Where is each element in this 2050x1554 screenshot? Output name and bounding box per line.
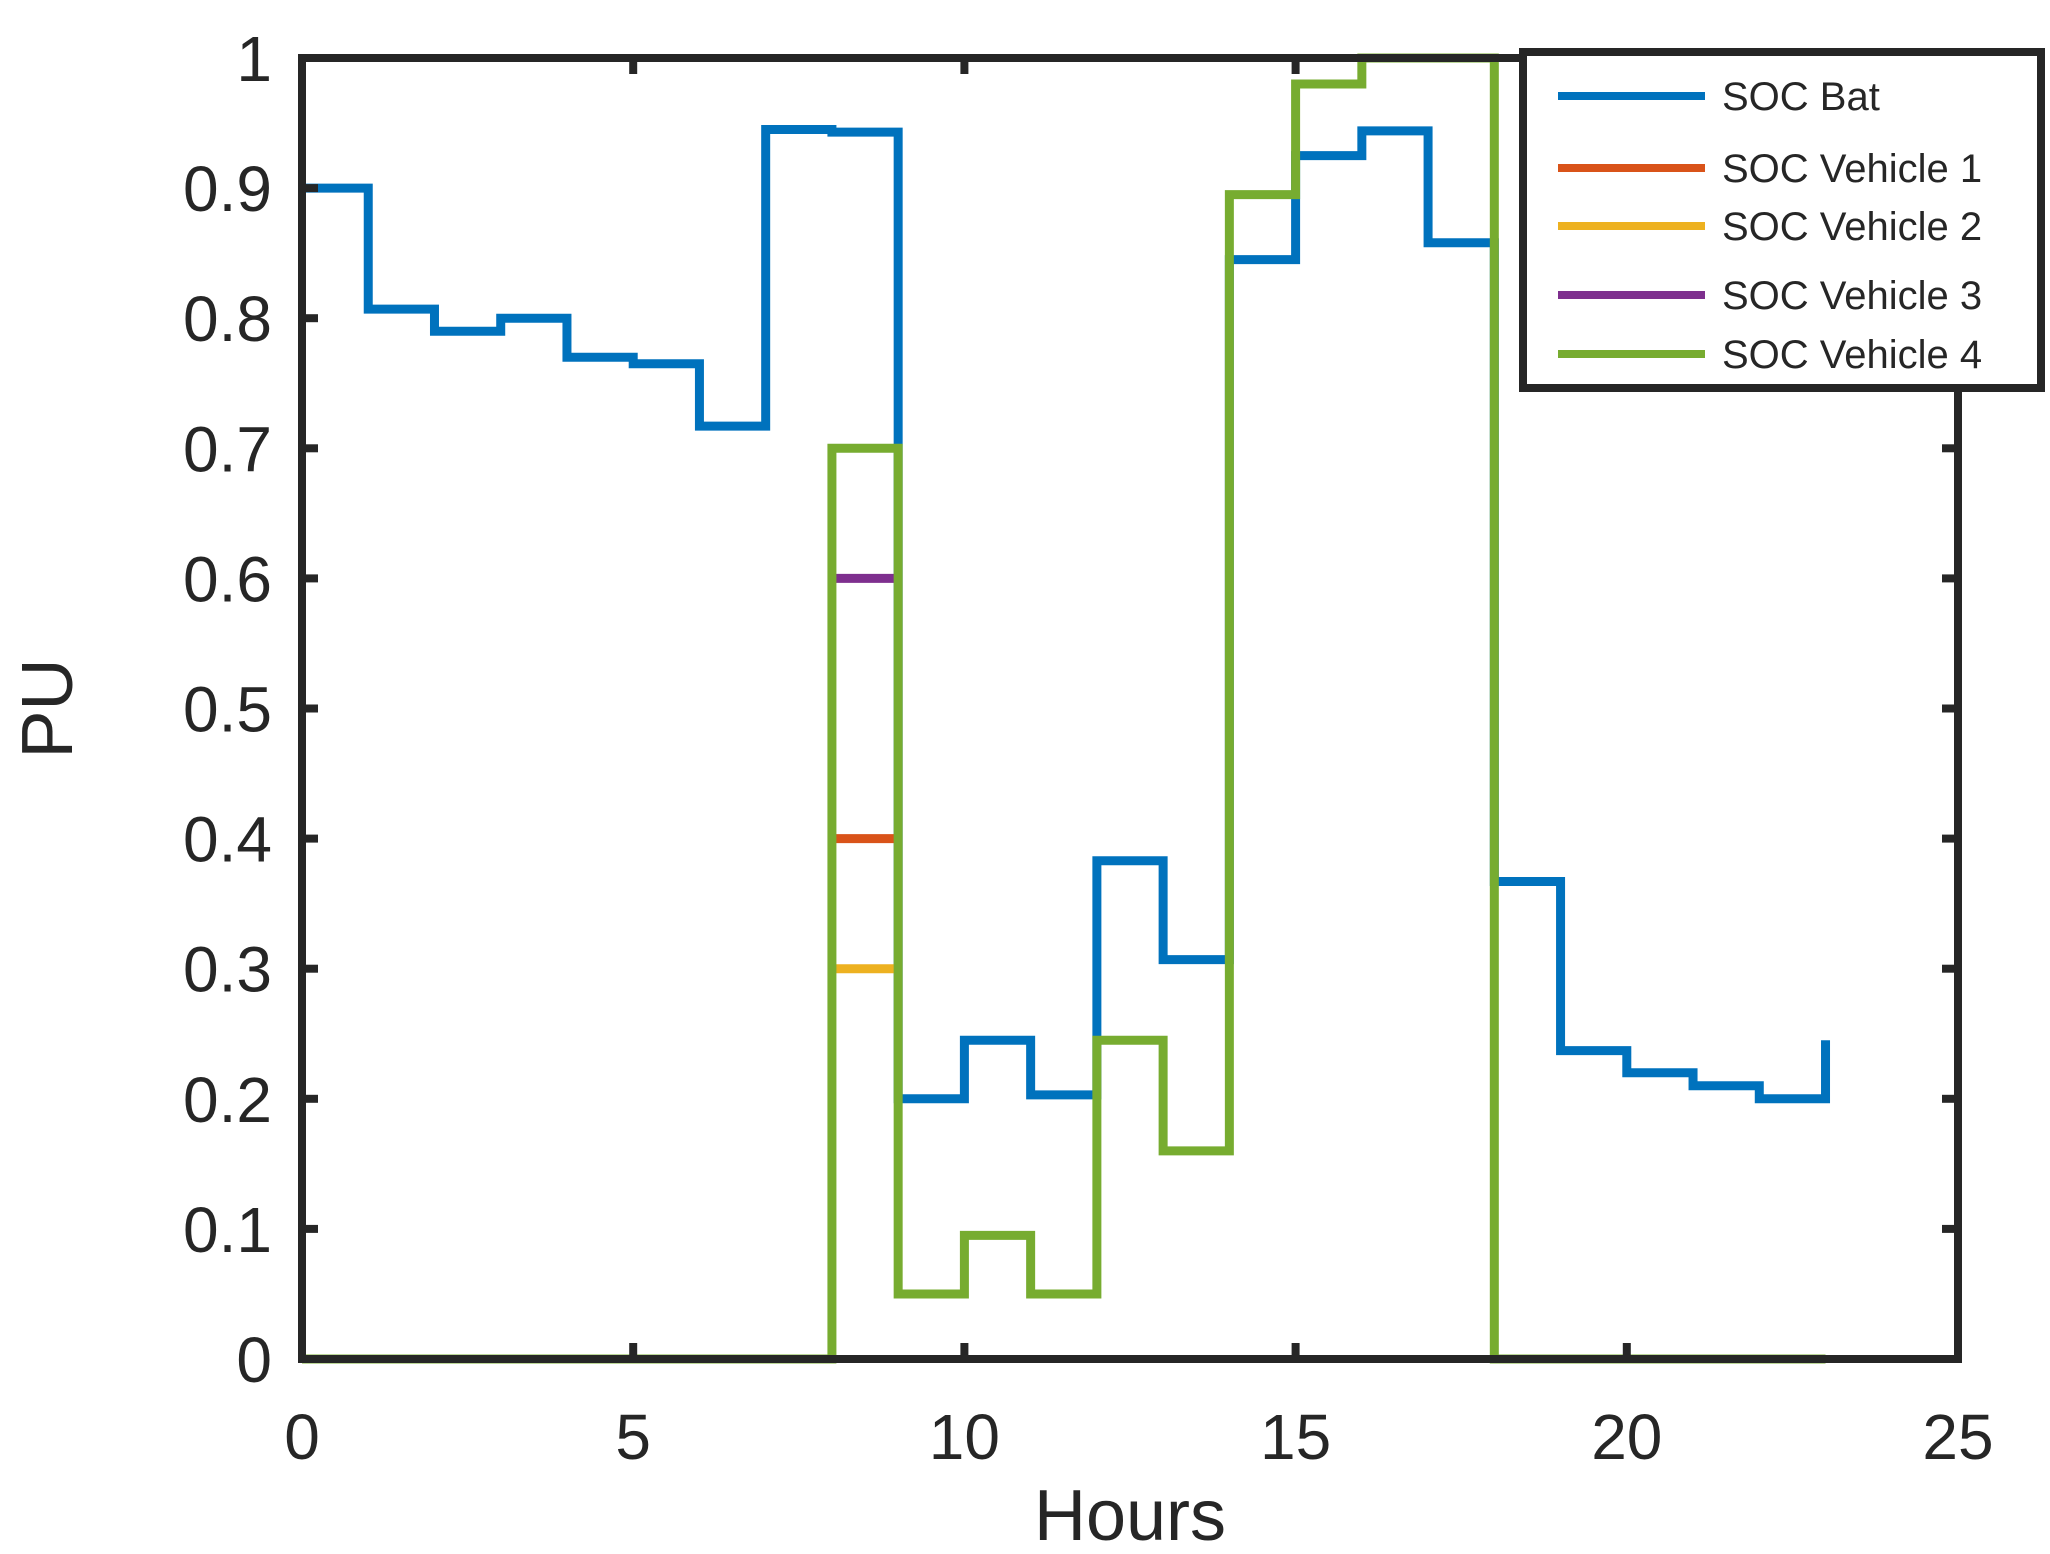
legend-label: SOC Vehicle 3	[1722, 274, 1982, 318]
x-tick-label: 0	[284, 1401, 320, 1473]
y-tick-label: 0.7	[183, 413, 272, 485]
y-tick-label: 0.9	[183, 153, 272, 225]
y-tick-label: 1	[236, 23, 272, 95]
y-tick-label: 0	[236, 1324, 272, 1396]
legend-box	[1519, 48, 2045, 392]
y-tick-label: 0.2	[183, 1064, 272, 1136]
x-tick-label: 15	[1260, 1401, 1331, 1473]
axes-layer: 0 5 10 15 20 25 0 0.1 0.2 0.3 0.4 0.5 0.6 0.7 0.8 0.9 1	[183, 23, 1994, 1473]
y-axis-label: PU	[8, 658, 88, 758]
legend: SOC Bat SOC Vehicle 1 SOC Vehicle 2 SOC Veh…	[1519, 48, 2045, 392]
y-tick-label: 0.8	[183, 283, 272, 355]
legend-label: SOC Vehicle 1	[1722, 147, 1982, 191]
x-tick-label: 10	[929, 1401, 1000, 1473]
legend-label: SOC Bat	[1722, 75, 1880, 119]
y-tick-label: 0.1	[183, 1194, 272, 1266]
y-tick-label: 0.3	[183, 934, 272, 1006]
x-tick-label: 25	[1922, 1401, 1993, 1473]
x-tick-label: 20	[1591, 1401, 1662, 1473]
legend-label: SOC Vehicle 2	[1722, 205, 1982, 249]
legend-label: SOC Vehicle 4	[1722, 333, 1982, 377]
y-tick-label: 0.5	[183, 674, 272, 746]
y-tick-label: 0.4	[183, 804, 272, 876]
x-tick-label: 5	[615, 1401, 651, 1473]
y-tick-label: 0.6	[183, 543, 272, 615]
x-axis-label: Hours	[1034, 1476, 1226, 1554]
